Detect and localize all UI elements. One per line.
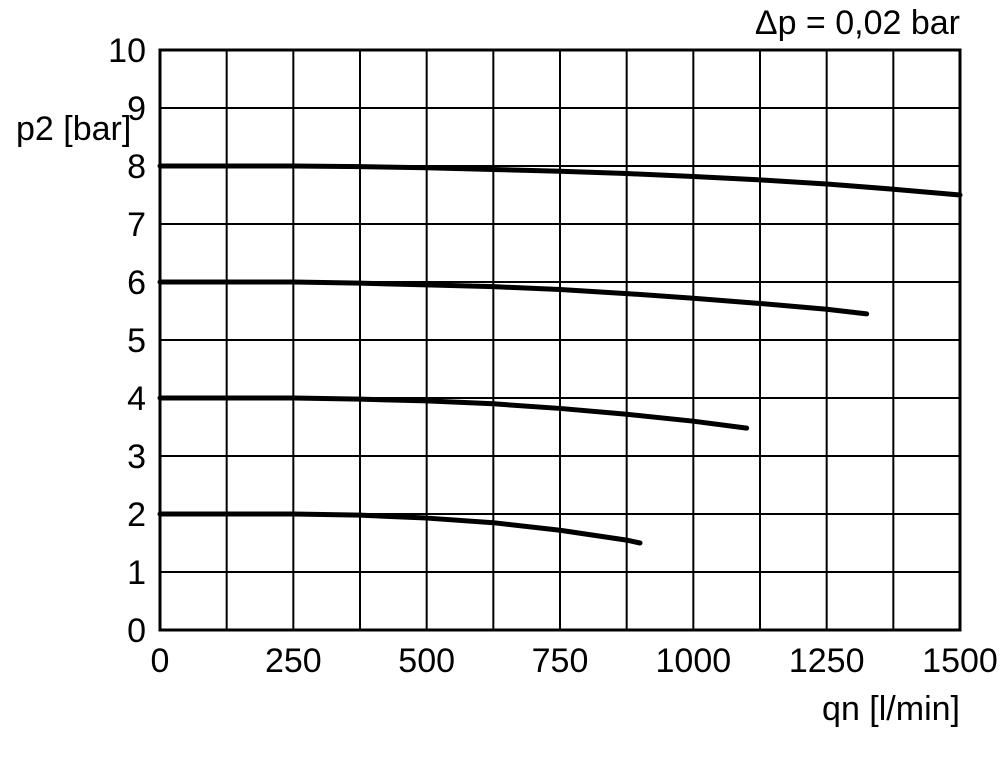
y-tick-7: 7 — [127, 206, 146, 244]
y-tick-1: 1 — [127, 554, 146, 592]
y-tick-4: 4 — [127, 380, 146, 418]
delta-p-annotation: Δp = 0,02 bar — [755, 4, 960, 42]
chart-svg: 0123456789100250500750100012501500p2 [ba… — [0, 0, 1000, 764]
y-tick-2: 2 — [127, 496, 146, 534]
x-tick-500: 500 — [398, 642, 455, 680]
x-tick-750: 750 — [532, 642, 589, 680]
y-tick-8: 8 — [127, 148, 146, 186]
x-axis-label: qn [l/min] — [822, 690, 960, 728]
x-tick-1500: 1500 — [922, 642, 998, 680]
x-tick-1250: 1250 — [789, 642, 865, 680]
pressure-flow-chart: 0123456789100250500750100012501500p2 [ba… — [0, 0, 1000, 764]
x-tick-0: 0 — [151, 642, 170, 680]
y-axis-label: p2 [bar] — [16, 110, 131, 148]
y-tick-0: 0 — [127, 612, 146, 650]
y-tick-5: 5 — [127, 322, 146, 360]
y-tick-3: 3 — [127, 438, 146, 476]
x-tick-250: 250 — [265, 642, 322, 680]
x-tick-1000: 1000 — [656, 642, 732, 680]
y-tick-6: 6 — [127, 264, 146, 302]
y-tick-10: 10 — [108, 32, 146, 70]
